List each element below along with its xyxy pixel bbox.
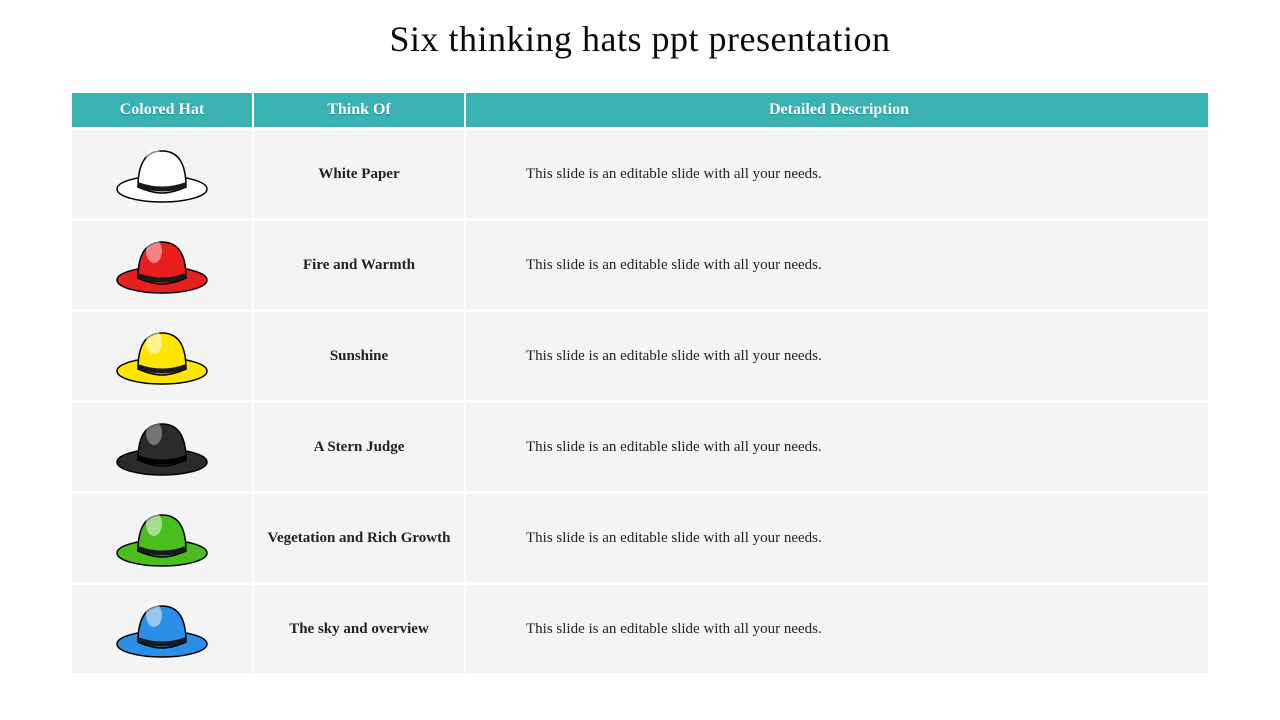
desc-cell: This slide is an editable slide with all… <box>466 221 1208 309</box>
hat-icon <box>112 410 212 480</box>
header-think-of: Think Of <box>254 93 464 127</box>
table-row: Fire and Warmth This slide is an editabl… <box>72 221 1208 309</box>
slide: Six thinking hats ppt presentation Color… <box>0 0 1280 720</box>
hats-table: Colored Hat Think Of Detailed Descriptio… <box>70 90 1210 676</box>
table-row: The sky and overview This slide is an ed… <box>72 585 1208 673</box>
header-colored-hat: Colored Hat <box>72 93 252 127</box>
think-cell: The sky and overview <box>254 585 464 673</box>
table-row: Vegetation and Rich Growth This slide is… <box>72 494 1208 582</box>
hat-cell <box>72 312 252 400</box>
think-cell: Vegetation and Rich Growth <box>254 494 464 582</box>
header-description: Detailed Description <box>466 93 1208 127</box>
hat-cell <box>72 585 252 673</box>
hat-icon <box>112 501 212 571</box>
table-header-row: Colored Hat Think Of Detailed Descriptio… <box>72 93 1208 127</box>
hat-icon <box>112 228 212 298</box>
desc-cell: This slide is an editable slide with all… <box>466 130 1208 218</box>
table-row: Sunshine This slide is an editable slide… <box>72 312 1208 400</box>
hat-icon <box>112 137 212 207</box>
desc-cell: This slide is an editable slide with all… <box>466 403 1208 491</box>
hat-cell <box>72 403 252 491</box>
hat-cell <box>72 221 252 309</box>
desc-cell: This slide is an editable slide with all… <box>466 312 1208 400</box>
hat-icon <box>112 319 212 389</box>
think-cell: White Paper <box>254 130 464 218</box>
page-title: Six thinking hats ppt presentation <box>70 18 1210 60</box>
hat-cell <box>72 494 252 582</box>
desc-cell: This slide is an editable slide with all… <box>466 585 1208 673</box>
think-cell: Fire and Warmth <box>254 221 464 309</box>
hat-cell <box>72 130 252 218</box>
desc-cell: This slide is an editable slide with all… <box>466 494 1208 582</box>
think-cell: A Stern Judge <box>254 403 464 491</box>
table-row: White Paper This slide is an editable sl… <box>72 130 1208 218</box>
think-cell: Sunshine <box>254 312 464 400</box>
hat-icon <box>112 592 212 662</box>
table-row: A Stern Judge This slide is an editable … <box>72 403 1208 491</box>
